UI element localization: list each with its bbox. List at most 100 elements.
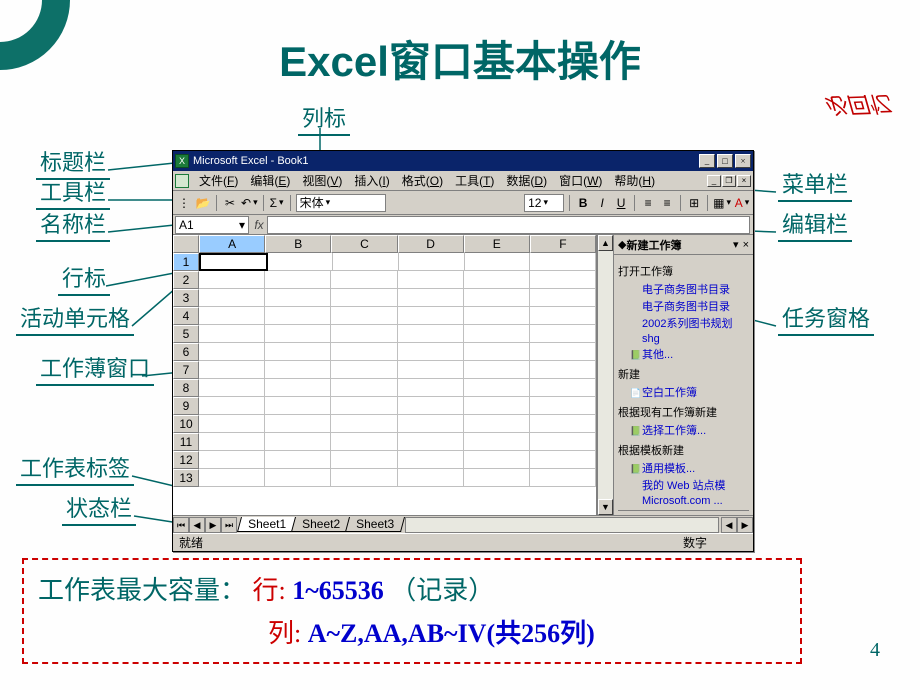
nav-prev-button[interactable]: ◀ <box>189 517 205 533</box>
cell[interactable] <box>530 433 596 451</box>
menu-item[interactable]: 视图(V) <box>296 173 348 189</box>
cell[interactable] <box>265 451 331 469</box>
cell[interactable] <box>265 469 331 487</box>
cell[interactable] <box>530 271 596 289</box>
cell[interactable] <box>265 415 331 433</box>
cell[interactable] <box>398 469 464 487</box>
cell[interactable] <box>530 397 596 415</box>
merge-button[interactable]: ⊞ <box>686 194 702 212</box>
nav-first-button[interactable]: ⏮ <box>173 517 189 533</box>
column-header[interactable]: E <box>464 235 530 253</box>
name-box[interactable]: A1 ▾ <box>175 216 249 234</box>
cell[interactable] <box>530 379 596 397</box>
task-link-choose[interactable]: 选择工作簿... <box>630 422 749 438</box>
formula-bar[interactable] <box>267 216 750 234</box>
cell[interactable] <box>464 379 530 397</box>
column-header[interactable]: C <box>331 235 397 253</box>
minimize-button[interactable]: _ <box>699 154 715 168</box>
cell[interactable] <box>265 397 331 415</box>
cell[interactable] <box>199 343 265 361</box>
scroll-track[interactable] <box>598 251 613 499</box>
cell[interactable] <box>199 289 265 307</box>
cell[interactable] <box>265 343 331 361</box>
cell[interactable] <box>530 469 596 487</box>
row-header[interactable]: 11 <box>173 433 199 451</box>
active-cell[interactable] <box>199 253 268 271</box>
cell[interactable] <box>331 433 397 451</box>
cell[interactable] <box>199 361 265 379</box>
cell[interactable] <box>398 379 464 397</box>
cell[interactable] <box>331 307 397 325</box>
cell[interactable] <box>331 271 397 289</box>
cell[interactable] <box>265 289 331 307</box>
task-link-tpl3[interactable]: Microsoft.com ... <box>630 494 749 507</box>
column-header[interactable]: B <box>265 235 331 253</box>
cell[interactable] <box>199 433 265 451</box>
cell[interactable] <box>464 469 530 487</box>
cell[interactable] <box>265 271 331 289</box>
row-header[interactable]: 7 <box>173 361 199 379</box>
task-link-other[interactable]: 其他... <box>630 346 749 362</box>
cell[interactable] <box>333 253 399 271</box>
maximize-button[interactable]: □ <box>717 154 733 168</box>
row-header[interactable]: 12 <box>173 451 199 469</box>
cell[interactable] <box>199 325 265 343</box>
cell[interactable] <box>199 271 265 289</box>
cell[interactable] <box>199 415 265 433</box>
cell[interactable] <box>199 451 265 469</box>
row-header[interactable]: 3 <box>173 289 199 307</box>
scroll-up-button[interactable]: ▲ <box>598 235 613 251</box>
row-header[interactable]: 2 <box>173 271 199 289</box>
font-name-combo[interactable]: 宋体 <box>296 194 386 212</box>
cell[interactable] <box>530 289 596 307</box>
undo-icon[interactable]: ↶ <box>241 194 258 212</box>
menu-item[interactable]: 格式(O) <box>396 173 449 189</box>
bold-button[interactable]: B <box>575 194 591 212</box>
cell[interactable] <box>331 415 397 433</box>
toolbar-handle-icon[interactable]: ⋮ <box>176 194 192 212</box>
cell[interactable] <box>398 397 464 415</box>
cell[interactable] <box>398 325 464 343</box>
cell[interactable] <box>530 343 596 361</box>
cut-icon[interactable]: ✂ <box>222 194 238 212</box>
cell[interactable] <box>199 469 265 487</box>
scroll-down-button[interactable]: ▼ <box>598 499 613 515</box>
menu-item[interactable]: 工具(T) <box>449 173 500 189</box>
font-size-combo[interactable]: 12 <box>524 194 564 212</box>
task-pane-title-bar[interactable]: 新建工作簿 ▾ × <box>614 235 753 255</box>
task-close-icon[interactable]: × <box>743 239 749 251</box>
cell[interactable] <box>530 307 596 325</box>
sheet-tab[interactable]: Sheet2 <box>291 517 351 532</box>
cell[interactable] <box>398 271 464 289</box>
cell[interactable] <box>530 361 596 379</box>
cell[interactable] <box>464 289 530 307</box>
cell[interactable] <box>331 451 397 469</box>
nav-next-button[interactable]: ▶ <box>205 517 221 533</box>
cell[interactable] <box>268 253 334 271</box>
cell[interactable] <box>398 451 464 469</box>
underline-button[interactable]: U <box>613 194 629 212</box>
cell[interactable] <box>530 325 596 343</box>
menu-item[interactable]: 窗口(W) <box>553 173 608 189</box>
row-header[interactable]: 13 <box>173 469 199 487</box>
cell[interactable] <box>464 433 530 451</box>
cell[interactable] <box>331 325 397 343</box>
cell[interactable] <box>530 451 596 469</box>
nav-last-button[interactable]: ⏭ <box>221 517 237 533</box>
cell[interactable] <box>464 451 530 469</box>
column-header[interactable]: A <box>199 235 265 253</box>
cell[interactable] <box>331 469 397 487</box>
menu-item[interactable]: 插入(I) <box>348 173 395 189</box>
menu-item[interactable]: 编辑(E) <box>244 173 296 189</box>
fx-icon[interactable]: fx <box>251 216 267 234</box>
close-button[interactable]: × <box>735 154 751 168</box>
row-header[interactable]: 10 <box>173 415 199 433</box>
menu-item[interactable]: 帮助(H) <box>608 173 661 189</box>
task-link-recent[interactable]: 2002系列图书规划 <box>630 315 749 331</box>
cell[interactable] <box>398 433 464 451</box>
task-link-tpl2[interactable]: 我的 Web 站点模 <box>630 477 749 493</box>
open-icon[interactable]: 📂 <box>195 194 211 212</box>
cell[interactable] <box>331 397 397 415</box>
row-header[interactable]: 8 <box>173 379 199 397</box>
cell[interactable] <box>464 343 530 361</box>
